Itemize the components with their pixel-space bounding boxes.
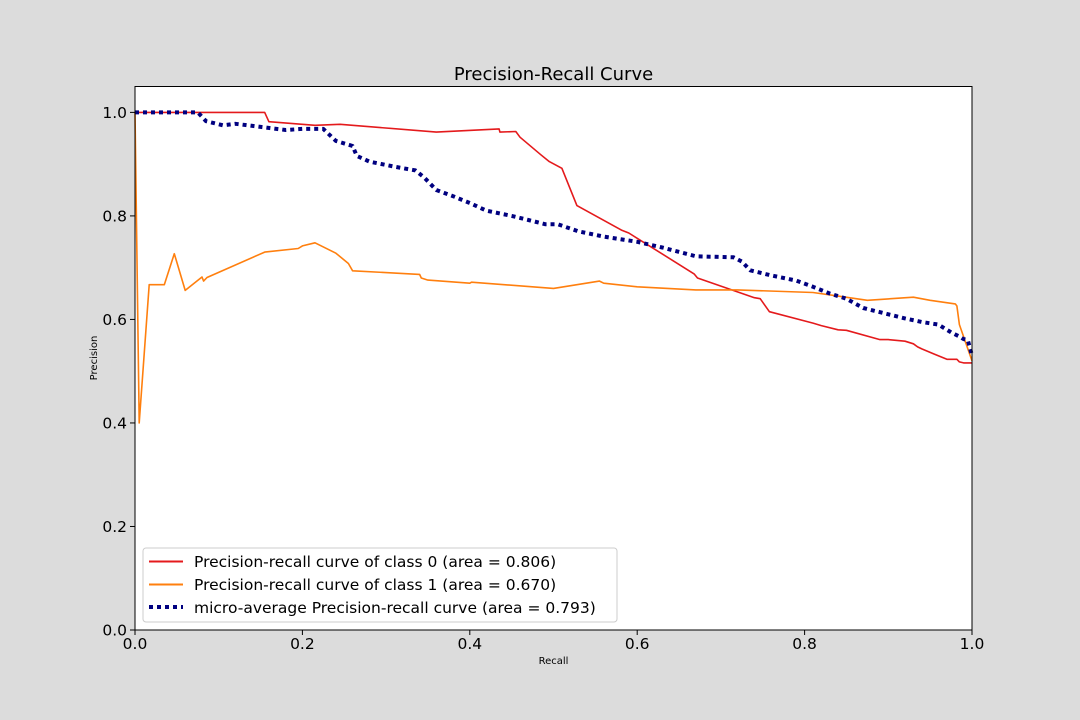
pr-curve-class-1 (134, 112, 973, 424)
legend-label-micro-average: micro-average Precision-recall curve (ar… (194, 599, 596, 617)
y-tick-label: 0.8 (102, 207, 127, 225)
x-tick-label: 0.0 (123, 635, 148, 653)
x-tick-label: 0.8 (792, 635, 817, 653)
legend-label-class-0: Precision-recall curve of class 0 (area … (194, 553, 556, 571)
x-axis-label: Recall (539, 656, 569, 667)
y-tick-label: 0.0 (102, 622, 127, 640)
x-axis: 0.0 0.2 0.4 0.6 0.8 1.0 (123, 630, 985, 653)
y-axis-label: Precision (89, 336, 100, 381)
x-tick-label: 0.4 (457, 635, 482, 653)
x-tick-label: 1.0 (960, 635, 985, 653)
x-tick-label: 0.2 (290, 635, 315, 653)
x-tick-label: 0.6 (625, 635, 650, 653)
pr-curve-micro-average (135, 110, 974, 357)
legend-label-class-1: Precision-recall curve of class 1 (area … (194, 576, 556, 594)
y-tick-label: 0.2 (102, 518, 127, 536)
y-tick-label: 1.0 (102, 104, 127, 122)
pr-curve-class-0 (135, 111, 972, 364)
legend: Precision-recall curve of class 0 (area … (142, 547, 618, 623)
y-tick-label: 0.4 (102, 414, 127, 432)
y-tick-label: 0.6 (102, 311, 127, 329)
series-layer (134, 110, 974, 424)
chart-title: Precision-Recall Curve (454, 64, 653, 85)
plot-area (135, 86, 972, 630)
legend-box (142, 547, 618, 623)
y-axis: 0.0 0.2 0.4 0.6 0.8 1.0 (102, 104, 135, 640)
plot-frame (134, 86, 973, 631)
